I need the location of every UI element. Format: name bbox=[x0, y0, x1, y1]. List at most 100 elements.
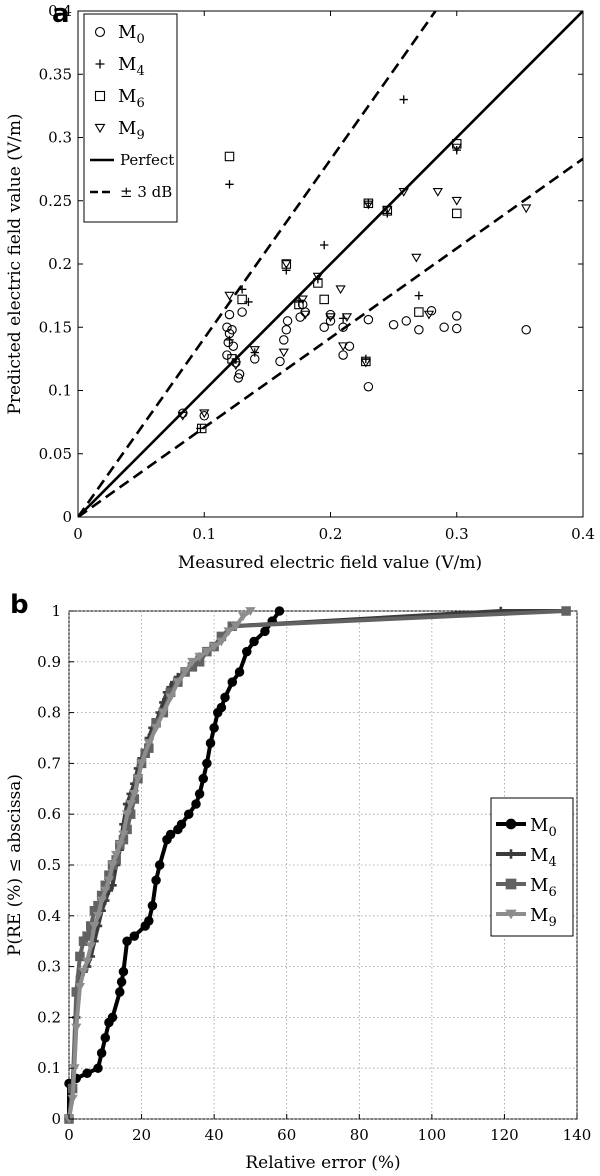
panel-b-point-m9 bbox=[121, 810, 133, 820]
panel-b-y-axis-label: P(RE (%) ≤ abscissa) bbox=[5, 774, 25, 956]
panel-a-point-m0 bbox=[237, 307, 247, 317]
panel-b-letter: b bbox=[10, 590, 29, 620]
panel-b-point-m9 bbox=[67, 1094, 78, 1104]
panel-b-point-m0 bbox=[107, 1012, 118, 1023]
panel-b-x-tick-label: 0 bbox=[64, 1126, 74, 1144]
panel-a-point-m0 bbox=[222, 322, 232, 332]
panel-b-y-tick-label: 0.5 bbox=[37, 856, 61, 874]
panel-a-point-m4 bbox=[452, 145, 461, 155]
panel-a-point-m9 bbox=[278, 348, 289, 358]
panel-a-point-m0 bbox=[439, 322, 449, 332]
panel-a-legend-marker bbox=[95, 59, 105, 69]
panel-b-point-m0 bbox=[198, 773, 209, 784]
panel-a-x-tick-label: 0 bbox=[73, 525, 83, 543]
panel-b-point-m0 bbox=[100, 1032, 111, 1043]
panel-b-point-m9 bbox=[158, 708, 169, 718]
panel-a-line--3-db bbox=[78, 11, 437, 517]
panel-b-point-m9 bbox=[245, 607, 256, 616]
panel-a-y-tick-label: 0.15 bbox=[39, 318, 72, 336]
panel-b-y-tick-label: 0.2 bbox=[37, 1008, 61, 1026]
panel-b-x-tick-label: 140 bbox=[563, 1126, 592, 1144]
panel-a-point-m9 bbox=[199, 409, 210, 419]
panel-b-point-m9 bbox=[238, 612, 249, 621]
panel-b-point-m0 bbox=[216, 702, 227, 713]
panel-a-point-m4 bbox=[399, 95, 408, 104]
panel-a-x-tick-label: 0.4 bbox=[571, 525, 595, 543]
panel-b-point-m9 bbox=[85, 942, 96, 952]
panel-a-point-m9 bbox=[335, 285, 346, 295]
panel-a-point-m4 bbox=[250, 348, 259, 357]
panel-a-legend-label: M9 bbox=[118, 118, 145, 143]
panel-a-x-tick-label: 0.2 bbox=[319, 525, 343, 543]
panel-b-point-m9 bbox=[216, 637, 227, 647]
panel-b-legend-label: M0 bbox=[530, 815, 557, 840]
panel-b-legend-marker bbox=[506, 849, 516, 859]
panel-a-point-m0 bbox=[401, 316, 411, 326]
panel-a-y-axis-label: Predicted electric field value (V/m) bbox=[5, 113, 25, 414]
panel-b-point-m9 bbox=[187, 657, 198, 667]
panel-b-point-m9 bbox=[194, 652, 205, 662]
panel-a-point-m9 bbox=[382, 205, 393, 215]
panel-b-point-m9 bbox=[92, 911, 104, 921]
panel-a-point-m0 bbox=[228, 341, 239, 351]
panel-b-y-tick-label: 0.4 bbox=[37, 907, 61, 925]
panel-a-point-m0 bbox=[414, 325, 424, 335]
panel-b-point-m0 bbox=[151, 875, 161, 885]
panel-b-point-m9 bbox=[71, 1023, 82, 1033]
panel-b-cdf: b 0 20 40 60 80 100 120 140 0 0.1 0.2 0.3 0.4 0.5 0.6 0… bbox=[5, 590, 591, 1173]
panel-a-point-m9 bbox=[341, 313, 353, 322]
panel-a-point-m0 bbox=[234, 369, 245, 379]
panel-a-point-m9 bbox=[521, 204, 532, 214]
panel-a-legend: M0 M4 M6 M9 Perfect ± 3 dB bbox=[83, 13, 178, 223]
panel-a-point-m0 bbox=[282, 316, 293, 326]
panel-b-legend-marker bbox=[505, 818, 517, 830]
panel-b-point-m9 bbox=[89, 922, 100, 931]
panel-b-point-m6 bbox=[561, 606, 571, 616]
panel-a-point-m9 bbox=[300, 310, 311, 320]
panel-a-point-m0 bbox=[199, 411, 210, 421]
panel-a-point-m9 bbox=[363, 200, 374, 210]
panel-a-point-m0 bbox=[363, 381, 374, 392]
panel-b-point-m0 bbox=[209, 723, 219, 733]
panel-a-point-m6 bbox=[313, 278, 323, 288]
panel-b-point-m0 bbox=[115, 987, 125, 997]
panel-a-point-m4 bbox=[237, 285, 247, 294]
panel-a-point-m4 bbox=[414, 291, 424, 300]
panel-a-point-m6 bbox=[224, 151, 235, 162]
panel-a-scatter: a 0 0.1 0.2 0.3 0.4 0 0.05 0.1 0.15 0.2 0.25 0.3 0.3… bbox=[5, 0, 595, 573]
panel-a-point-m9 bbox=[432, 187, 443, 197]
panel-a-y-tick-label: 0 bbox=[62, 508, 72, 526]
panel-a-point-m0 bbox=[233, 373, 244, 383]
panel-b-legend: M0 M4 M6 M9 bbox=[490, 797, 574, 937]
panel-b-point-m0 bbox=[183, 809, 194, 819]
panel-b-point-m0 bbox=[129, 931, 140, 941]
panel-b-point-m0 bbox=[82, 1068, 92, 1079]
panel-b-point-m9 bbox=[179, 668, 191, 677]
panel-a-point-m0 bbox=[325, 316, 336, 326]
panel-a-point-m6 bbox=[237, 294, 247, 305]
panel-a-point-m9 bbox=[224, 291, 235, 301]
panel-b-x-tick-label: 40 bbox=[205, 1126, 224, 1144]
panel-a-point-m6 bbox=[196, 423, 207, 434]
panel-b-x-axis-label: Relative error (%) bbox=[245, 1153, 400, 1173]
panel-a-y-tick-label: 0.35 bbox=[39, 65, 72, 83]
panel-a-point-m4 bbox=[225, 335, 234, 345]
panel-b-point-m6 bbox=[75, 951, 85, 962]
panel-b-point-m0 bbox=[96, 1048, 107, 1058]
panel-b-point-m0 bbox=[122, 936, 132, 946]
panel-a-y-tick-label: 0.2 bbox=[48, 255, 72, 273]
panel-a-legend-label: M0 bbox=[118, 22, 145, 47]
panel-a-y-tick-label: 0.3 bbox=[48, 129, 72, 147]
panel-b-y-tick-label: 0.9 bbox=[37, 653, 61, 671]
panel-b-x-tick-label: 100 bbox=[418, 1126, 447, 1144]
panel-b-point-m0 bbox=[220, 692, 230, 703]
panel-b-point-m9 bbox=[230, 622, 242, 632]
panel-a-point-m6 bbox=[414, 307, 424, 317]
panel-b-y-tick-label: 0.7 bbox=[37, 754, 61, 772]
panel-a-point-m9 bbox=[451, 143, 462, 153]
panel-b-point-m9 bbox=[208, 642, 220, 652]
panel-b-legend-label: M9 bbox=[530, 905, 557, 930]
panel-a-series-m0 bbox=[178, 299, 531, 421]
panel-b-x-tick-label: 120 bbox=[490, 1126, 519, 1144]
